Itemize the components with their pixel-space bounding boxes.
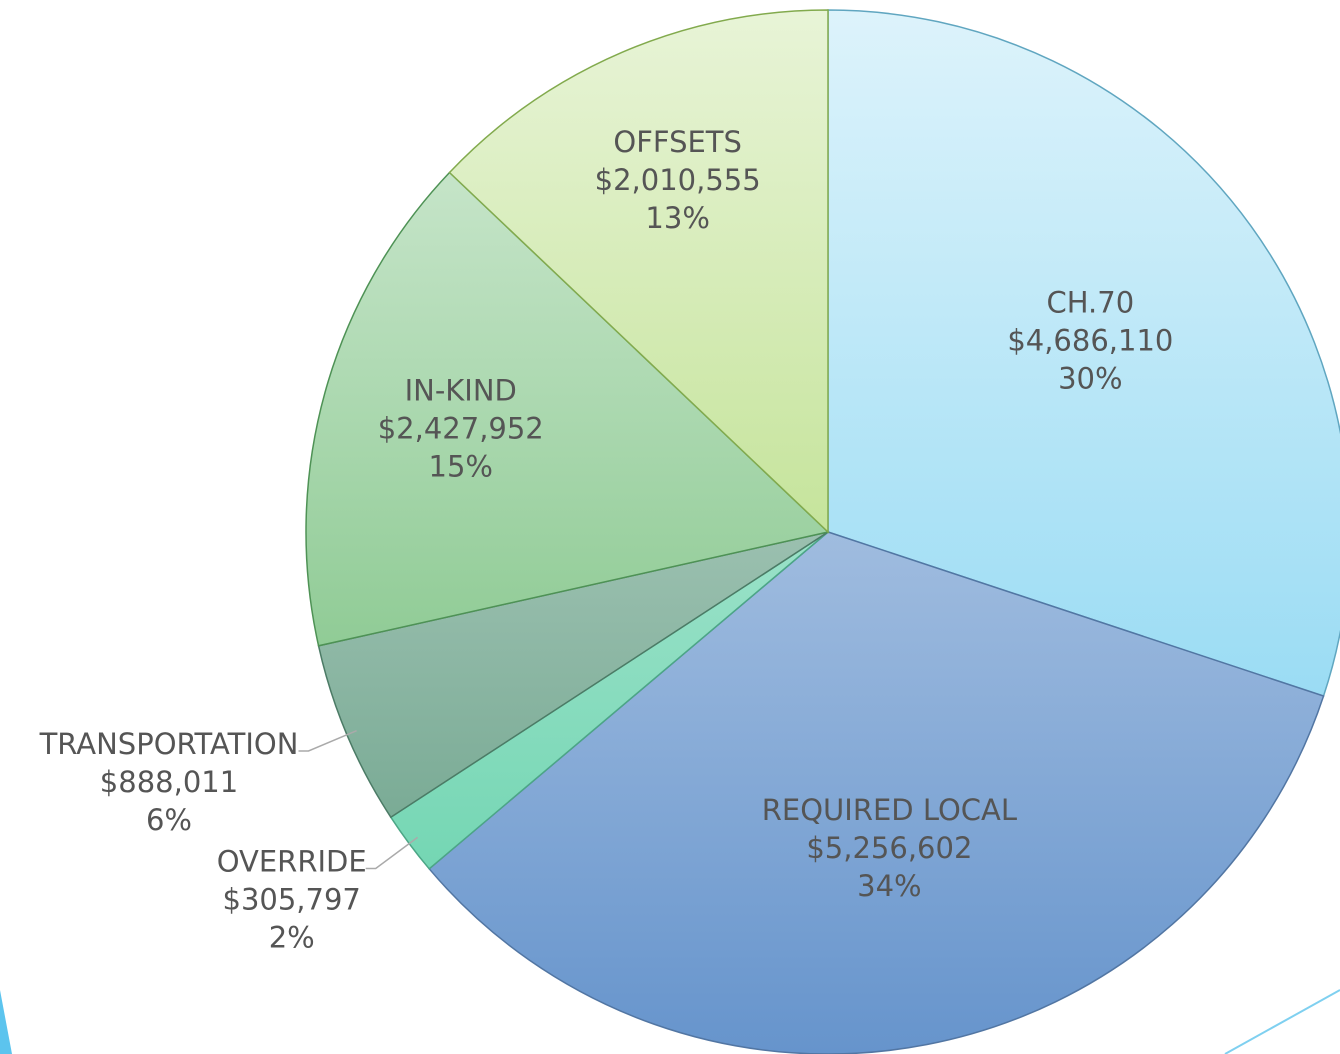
slices <box>305 9 1340 1054</box>
leader-line <box>365 836 419 870</box>
data-label: IN-KIND <box>405 373 517 407</box>
data-label: 15% <box>429 449 493 483</box>
data-label: $888,011 <box>100 765 238 799</box>
data-label: $305,797 <box>223 883 361 917</box>
data-label: $4,686,110 <box>1007 323 1173 357</box>
data-label: CH.70 <box>1047 285 1135 319</box>
slice <box>448 9 829 534</box>
data-label: 6% <box>146 803 192 837</box>
decoration <box>0 990 12 1054</box>
data-label: REQUIRED LOCAL <box>762 793 1017 827</box>
data-label: TRANSPORTATION <box>39 727 299 761</box>
data-label: OVERRIDE <box>217 845 367 879</box>
data-label: $2,010,555 <box>595 163 761 197</box>
slice <box>305 171 830 647</box>
data-label: 30% <box>1058 361 1122 395</box>
data-label: 2% <box>269 921 315 955</box>
slice <box>428 531 1325 1054</box>
labels: CH.70 $4,686,110 30% REQUIRED LOCAL $5,256,6… <box>39 125 1174 955</box>
decoration <box>1224 989 1340 1054</box>
slice <box>827 9 1340 697</box>
data-label: $2,427,952 <box>378 411 544 445</box>
leader-line <box>298 729 357 752</box>
data-label: OFFSETS <box>613 125 742 159</box>
data-label: 13% <box>645 201 709 235</box>
data-label: $5,256,602 <box>806 831 972 865</box>
data-label: 34% <box>857 869 921 903</box>
